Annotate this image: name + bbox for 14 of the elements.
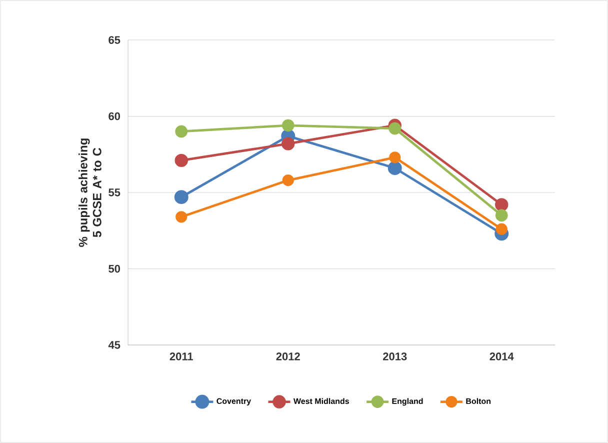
x-tick-label: 2013 [383, 352, 407, 360]
legend-label: West Midlands [293, 398, 349, 404]
y-tick-label: 65 [108, 36, 120, 44]
x-tick-label: 2011 [170, 352, 193, 360]
y-axis-title: % pupils achieving 5 GCSE A* to C [78, 138, 102, 247]
x-tick-label: 2014 [490, 352, 514, 360]
legend-label: Coventry [216, 398, 252, 406]
y-tick-label: 45 [108, 341, 120, 349]
y-tick-label: 50 [108, 264, 120, 273]
y-tick-label: 55 [108, 188, 120, 196]
y-tick-label: 60 [108, 112, 120, 120]
legend-label: England [392, 398, 423, 406]
legend-label: Bolton [466, 398, 491, 404]
x-tick-label: 2012 [276, 352, 300, 360]
